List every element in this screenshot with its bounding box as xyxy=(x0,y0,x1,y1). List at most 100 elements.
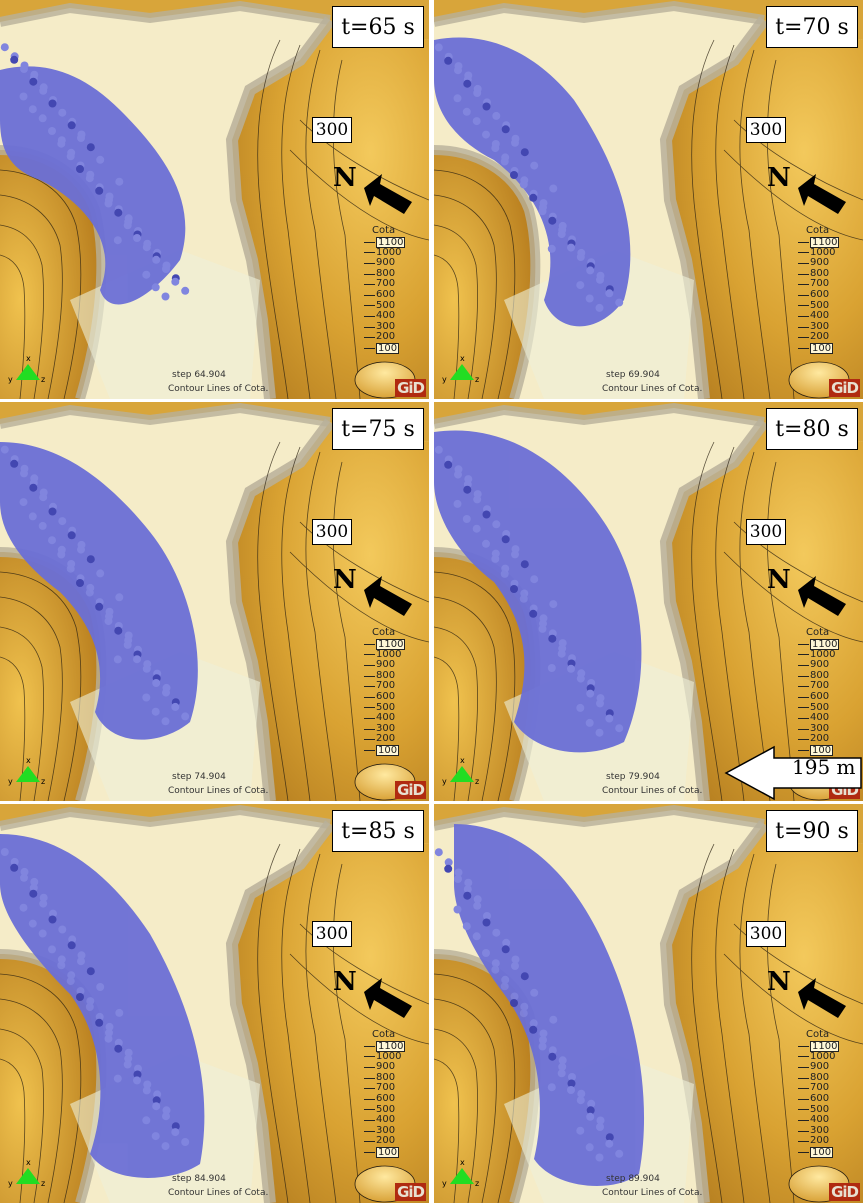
legend-value: 1000 xyxy=(376,1050,402,1062)
flow-particle xyxy=(491,554,500,563)
flow-particle xyxy=(142,270,151,279)
flow-particle xyxy=(567,243,575,252)
legend-row: 800 xyxy=(364,268,424,280)
flow-particle xyxy=(464,878,473,887)
legend-row: 900 xyxy=(798,660,858,671)
axis-y-label: y xyxy=(442,1179,447,1188)
flow-particle xyxy=(511,138,519,147)
legend-tick xyxy=(798,294,809,296)
legend-value: 800 xyxy=(810,267,830,279)
legend-tick xyxy=(798,1077,809,1079)
legend-value: 100 xyxy=(376,1146,400,1158)
legend-row: 800 xyxy=(798,670,858,682)
flow-particle xyxy=(133,234,141,242)
elevation-label: 300 xyxy=(746,117,786,143)
flow-particle xyxy=(86,967,95,976)
legend-tick xyxy=(798,739,809,741)
flow-particle xyxy=(39,893,48,902)
flow-particle xyxy=(463,485,472,494)
flow-particle xyxy=(500,157,509,166)
legend-value: 1100 xyxy=(810,236,840,248)
legend-value: 600 xyxy=(810,288,830,300)
flow-particle xyxy=(576,253,585,261)
flow-particle xyxy=(0,848,9,856)
flow-particle xyxy=(615,1149,624,1158)
legend-tick xyxy=(798,1066,809,1068)
flow-particle xyxy=(577,1089,586,1098)
flow-particle xyxy=(161,292,170,301)
legend-tick xyxy=(364,1151,375,1153)
flow-particle xyxy=(547,664,556,672)
legend-value: 700 xyxy=(810,680,830,692)
legend-row: 900 xyxy=(798,1062,858,1073)
legend-row: 200 xyxy=(798,332,858,343)
legend-tick xyxy=(364,326,375,328)
legend-value: 500 xyxy=(810,1103,830,1115)
legend-value: 1100 xyxy=(376,236,406,248)
legend-row: 200 xyxy=(364,332,424,343)
legend-value: 1100 xyxy=(376,638,406,650)
flow-particle xyxy=(85,1003,94,1011)
flow-particle xyxy=(605,1133,614,1142)
flow-particle xyxy=(162,265,170,273)
north-label: N xyxy=(767,163,791,193)
flow-particle xyxy=(151,707,160,716)
flow-particle xyxy=(482,949,490,957)
legend-tick xyxy=(364,717,375,719)
legend-value: 200 xyxy=(376,733,396,745)
flow-particle xyxy=(181,712,190,721)
flow-particle xyxy=(491,965,500,974)
flow-particle xyxy=(615,724,624,733)
flow-particle xyxy=(557,1069,566,1078)
legend-value: 500 xyxy=(810,701,830,713)
legend-row: 700 xyxy=(798,681,858,692)
legend-row: 700 xyxy=(798,1083,858,1094)
flow-particle xyxy=(86,143,95,152)
legend-row: 700 xyxy=(364,1083,424,1094)
flow-particle xyxy=(549,184,558,193)
flow-particle xyxy=(142,693,151,702)
flow-particle xyxy=(95,602,104,611)
flow-particle xyxy=(66,564,75,573)
legend-tick xyxy=(798,262,809,264)
flow-particle xyxy=(482,539,490,548)
flow-particle xyxy=(28,512,37,521)
flow-particle xyxy=(547,244,556,253)
north-label: N xyxy=(767,967,791,997)
legend-row: 400 xyxy=(364,311,424,322)
legend-row: 600 xyxy=(798,691,858,703)
legend-row: 100 xyxy=(798,1146,858,1158)
flow-particle xyxy=(19,498,28,507)
legend-value: 600 xyxy=(376,288,396,300)
step-label: step 69.904 xyxy=(606,370,660,380)
legend-tick xyxy=(364,337,375,339)
legend-tick xyxy=(798,1151,809,1153)
time-label: t=85 s xyxy=(332,810,424,852)
legend-row: 400 xyxy=(798,311,858,322)
legend-value: 100 xyxy=(376,744,400,756)
flow-particle xyxy=(115,593,124,602)
simulation-panel-2: t=70 s 300 N Cota 1100 1000 900 800 700 600 50… xyxy=(434,0,863,399)
flow-particle xyxy=(115,177,124,186)
terrain-map xyxy=(434,0,863,399)
flow-particle xyxy=(57,550,66,559)
flow-particle xyxy=(151,1132,160,1141)
legend-value: 300 xyxy=(376,722,396,734)
flow-particle xyxy=(529,193,538,202)
flow-particle xyxy=(576,674,585,683)
legend-tick xyxy=(364,305,375,307)
flow-particle xyxy=(454,875,462,883)
legend-value: 300 xyxy=(810,320,830,332)
flow-particle xyxy=(473,895,482,904)
axis-z-label: z xyxy=(475,777,479,786)
flow-particle xyxy=(76,987,85,996)
legend-row: 300 xyxy=(364,321,424,333)
north-arrow-icon xyxy=(798,576,846,616)
flow-particle xyxy=(77,134,85,142)
legend-tick xyxy=(364,347,375,349)
axis-z-label: z xyxy=(41,777,45,786)
legend-tick xyxy=(798,315,809,317)
flow-particle xyxy=(434,848,443,857)
legend-tick xyxy=(364,284,375,286)
contour-legend: Cota 1100 1000 900 800 700 600 500 400 300 200 100 xyxy=(364,225,424,354)
